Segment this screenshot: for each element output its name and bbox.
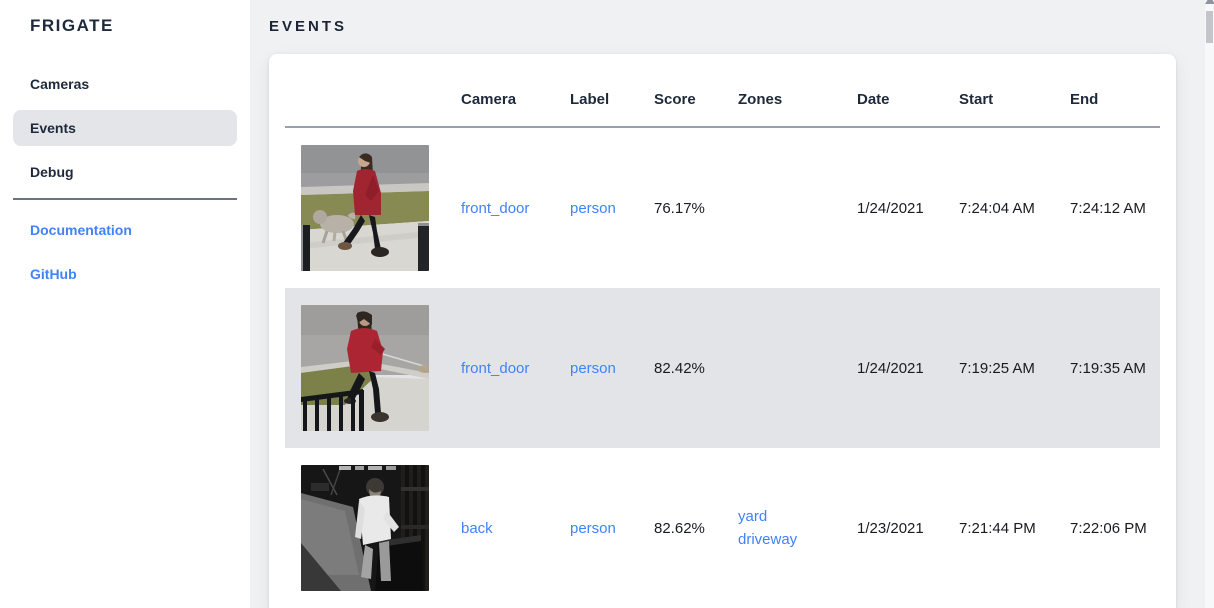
camera-cell: front_door bbox=[461, 360, 570, 377]
label-link[interactable]: person bbox=[570, 519, 616, 537]
sidebar: FRIGATE Cameras Events Debug Documentati… bbox=[0, 0, 250, 608]
date-value: 1/24/2021 bbox=[857, 359, 924, 377]
column-header-label: Label bbox=[570, 90, 610, 108]
scrollbar-thumb[interactable] bbox=[1206, 11, 1213, 43]
start-value: 7:24:04 AM bbox=[959, 199, 1035, 217]
scrollbar-up-arrow-icon[interactable] bbox=[1205, 0, 1214, 4]
column-header-zones: Zones bbox=[738, 90, 783, 108]
zone-link[interactable]: driveway bbox=[738, 531, 798, 548]
score-value: 82.62% bbox=[654, 519, 705, 537]
end-value: 7:19:35 AM bbox=[1070, 359, 1146, 377]
thumbnail-cell bbox=[285, 465, 461, 591]
column-header-camera: Camera bbox=[461, 90, 517, 108]
score-value: 76.17% bbox=[654, 199, 705, 217]
camera-cell: back bbox=[461, 520, 570, 537]
thumbnail-cell bbox=[285, 145, 461, 271]
start-value: 7:19:25 AM bbox=[959, 359, 1035, 377]
camera-link[interactable]: front_door bbox=[461, 359, 530, 377]
end-value: 7:22:06 PM bbox=[1070, 519, 1147, 537]
thumbnail-cell bbox=[285, 305, 461, 431]
sidebar-item-cameras[interactable]: Cameras bbox=[30, 76, 90, 92]
sidebar-divider bbox=[13, 198, 237, 200]
camera-link[interactable]: back bbox=[461, 519, 493, 537]
sidebar-item-events[interactable]: Events bbox=[13, 110, 237, 146]
column-header-thumbnail bbox=[285, 81, 461, 99]
app-logo: FRIGATE bbox=[30, 16, 114, 35]
table-header-row: Camera Label Score Zones Date Start End bbox=[285, 54, 1160, 126]
event-thumbnail[interactable] bbox=[301, 465, 429, 591]
label-cell: person bbox=[570, 520, 654, 537]
event-thumbnail[interactable] bbox=[301, 305, 429, 431]
zone-link[interactable]: yard bbox=[738, 508, 768, 525]
scrollbar[interactable] bbox=[1205, 0, 1214, 608]
end-value: 7:24:12 AM bbox=[1070, 199, 1146, 217]
label-cell: person bbox=[570, 200, 654, 217]
event-thumbnail[interactable] bbox=[301, 145, 429, 271]
score-value: 82.42% bbox=[654, 359, 705, 377]
page-title: EVENTS bbox=[269, 18, 348, 35]
column-header-score: Score bbox=[654, 90, 696, 108]
sidebar-nav: Cameras Events Debug bbox=[0, 66, 250, 190]
main-content: EVENTS Camera Label Score Zones Date Sta… bbox=[250, 0, 1214, 608]
events-table-card: Camera Label Score Zones Date Start End bbox=[269, 54, 1176, 608]
camera-link[interactable]: front_door bbox=[461, 199, 530, 217]
event-row[interactable]: front_door person 82.42% 1/24/2021 7:19:… bbox=[285, 288, 1160, 448]
label-link[interactable]: person bbox=[570, 199, 616, 217]
sidebar-link-documentation[interactable]: Documentation bbox=[30, 222, 132, 238]
column-header-date: Date bbox=[857, 90, 890, 108]
event-row[interactable]: back person 82.62% yard driveway 1/23/20… bbox=[285, 448, 1160, 608]
event-row[interactable]: front_door person 76.17% 1/24/2021 7:24:… bbox=[285, 128, 1160, 288]
camera-cell: front_door bbox=[461, 200, 570, 217]
column-header-end: End bbox=[1070, 90, 1099, 108]
sidebar-item-debug[interactable]: Debug bbox=[30, 164, 74, 180]
label-link[interactable]: person bbox=[570, 359, 616, 377]
date-value: 1/24/2021 bbox=[857, 199, 924, 217]
start-value: 7:21:44 PM bbox=[959, 519, 1036, 537]
column-header-start: Start bbox=[959, 90, 994, 108]
label-cell: person bbox=[570, 360, 654, 377]
zones-cell: yard driveway bbox=[738, 505, 857, 551]
date-value: 1/23/2021 bbox=[857, 519, 924, 537]
sidebar-link-github[interactable]: GitHub bbox=[30, 266, 77, 282]
table-header-divider bbox=[285, 126, 1160, 128]
